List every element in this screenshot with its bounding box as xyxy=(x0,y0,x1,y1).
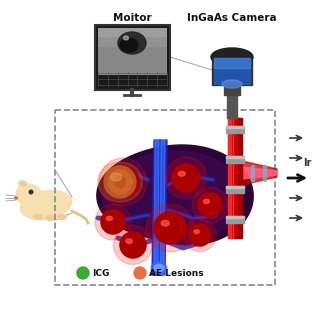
Circle shape xyxy=(120,232,146,258)
Ellipse shape xyxy=(183,219,217,252)
Ellipse shape xyxy=(45,215,54,220)
Circle shape xyxy=(104,166,136,198)
Ellipse shape xyxy=(165,157,207,199)
Ellipse shape xyxy=(154,265,164,271)
Text: Ir: Ir xyxy=(303,158,311,168)
Bar xyxy=(228,118,231,238)
Circle shape xyxy=(127,179,132,185)
Ellipse shape xyxy=(211,48,253,66)
Ellipse shape xyxy=(58,214,67,220)
Circle shape xyxy=(172,164,200,192)
Ellipse shape xyxy=(95,204,131,240)
Ellipse shape xyxy=(99,158,147,206)
Ellipse shape xyxy=(151,262,167,274)
Bar xyxy=(98,28,167,37)
Bar xyxy=(251,165,254,181)
Circle shape xyxy=(77,267,89,279)
Ellipse shape xyxy=(110,173,122,181)
Ellipse shape xyxy=(204,199,209,204)
Bar xyxy=(98,28,167,75)
Ellipse shape xyxy=(34,214,43,220)
Ellipse shape xyxy=(198,193,222,217)
Circle shape xyxy=(134,267,146,279)
Bar xyxy=(214,58,250,84)
Bar xyxy=(224,85,240,95)
Polygon shape xyxy=(103,151,242,241)
Ellipse shape xyxy=(178,171,185,176)
Ellipse shape xyxy=(107,216,112,220)
Bar xyxy=(226,126,244,133)
Ellipse shape xyxy=(154,212,186,244)
Ellipse shape xyxy=(194,230,199,234)
Bar xyxy=(226,216,244,218)
Circle shape xyxy=(116,188,122,194)
Circle shape xyxy=(125,184,131,190)
Polygon shape xyxy=(242,167,277,179)
Ellipse shape xyxy=(172,164,200,192)
Circle shape xyxy=(198,193,222,217)
Ellipse shape xyxy=(16,184,42,206)
Bar xyxy=(226,216,244,223)
Bar xyxy=(226,156,244,163)
Ellipse shape xyxy=(161,220,169,226)
Circle shape xyxy=(107,166,139,198)
Circle shape xyxy=(121,170,127,176)
Bar xyxy=(212,57,252,85)
Polygon shape xyxy=(160,140,165,275)
Circle shape xyxy=(116,170,122,175)
Ellipse shape xyxy=(98,162,142,202)
Circle shape xyxy=(111,172,116,178)
Text: InGaAs Camera: InGaAs Camera xyxy=(187,13,277,23)
Ellipse shape xyxy=(120,38,138,52)
Circle shape xyxy=(154,212,186,244)
Bar xyxy=(98,28,167,47)
Ellipse shape xyxy=(189,224,211,246)
Bar xyxy=(226,126,244,128)
Ellipse shape xyxy=(146,204,194,252)
Polygon shape xyxy=(154,140,159,275)
Circle shape xyxy=(125,174,131,180)
Bar xyxy=(238,118,242,238)
Bar xyxy=(226,186,244,193)
Ellipse shape xyxy=(120,232,146,258)
Ellipse shape xyxy=(124,36,129,40)
Ellipse shape xyxy=(114,174,122,180)
Ellipse shape xyxy=(126,239,132,244)
Ellipse shape xyxy=(107,166,139,198)
Ellipse shape xyxy=(118,32,146,54)
Polygon shape xyxy=(97,145,253,245)
Bar xyxy=(226,186,244,188)
Circle shape xyxy=(189,224,211,246)
Ellipse shape xyxy=(222,80,242,88)
Bar xyxy=(263,165,266,181)
Circle shape xyxy=(111,186,116,192)
Circle shape xyxy=(101,210,125,234)
Bar xyxy=(228,118,242,238)
Ellipse shape xyxy=(114,226,153,265)
Ellipse shape xyxy=(14,197,18,199)
Ellipse shape xyxy=(18,180,28,188)
Ellipse shape xyxy=(20,190,72,220)
Bar xyxy=(214,58,250,68)
Polygon shape xyxy=(158,140,167,275)
Text: Moitor: Moitor xyxy=(113,13,151,23)
Polygon shape xyxy=(242,161,277,185)
Ellipse shape xyxy=(101,210,125,234)
Circle shape xyxy=(29,190,33,194)
Ellipse shape xyxy=(20,182,26,186)
Circle shape xyxy=(108,182,114,188)
Ellipse shape xyxy=(192,187,228,223)
Circle shape xyxy=(127,179,132,185)
Text: AE Lesions: AE Lesions xyxy=(149,268,204,277)
Circle shape xyxy=(121,188,127,194)
Polygon shape xyxy=(152,140,161,275)
Bar xyxy=(226,156,244,158)
Circle shape xyxy=(108,176,114,182)
Bar xyxy=(95,25,170,90)
Bar xyxy=(55,110,275,285)
Bar xyxy=(227,95,237,118)
Text: ICG: ICG xyxy=(92,268,109,277)
